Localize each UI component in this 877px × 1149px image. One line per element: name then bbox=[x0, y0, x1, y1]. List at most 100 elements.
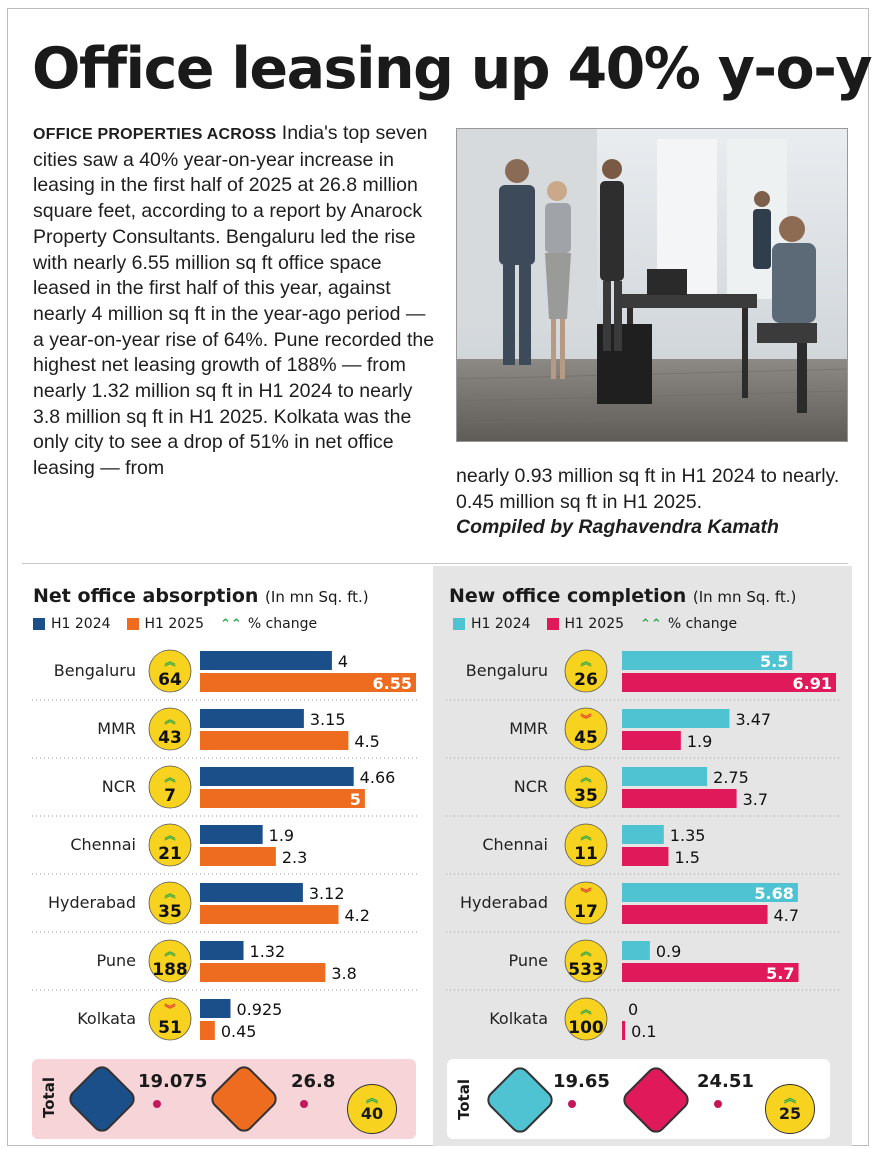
bar-h1-2025 bbox=[200, 905, 339, 924]
category-label: Hyderabad bbox=[460, 893, 548, 912]
absorption-chart: Bengaluru ︽ 64 4 6.55 MMR ︽ 43 3.15 4.5 NCR ︽ 7 4.66 5… bbox=[32, 649, 418, 1041]
double-chevron-up-icon: ︽ bbox=[581, 945, 592, 958]
bar-h1-2025 bbox=[200, 847, 276, 866]
legend-label-h1-2024: H1 2024 bbox=[471, 616, 531, 632]
pct-change-label: 35 bbox=[574, 786, 598, 806]
bar-h1-2024 bbox=[200, 709, 304, 728]
data-label-h1-2025: 1.5 bbox=[674, 848, 699, 867]
bar-h1-2024 bbox=[622, 651, 793, 670]
completion-total-change-badge: ︽ 25 bbox=[765, 1084, 815, 1134]
pct-change-label: 533 bbox=[568, 960, 604, 980]
category-label: Kolkata bbox=[77, 1009, 136, 1028]
absorption-unit: (In mn Sq. ft.) bbox=[265, 588, 369, 606]
pct-change-label: 100 bbox=[568, 1018, 604, 1038]
data-label-h1-2024: 3.47 bbox=[735, 710, 771, 729]
legend-label-change: % change bbox=[247, 616, 318, 632]
data-label-h1-2024: 1.32 bbox=[250, 942, 286, 961]
bar-h1-2025 bbox=[200, 789, 365, 808]
pct-change-label: 188 bbox=[152, 960, 188, 980]
change-badge bbox=[148, 823, 192, 867]
double-chevron-up-icon: ︽ bbox=[581, 1003, 592, 1016]
data-label-h1-2024: 4.66 bbox=[360, 768, 396, 787]
bar-h1-2025 bbox=[200, 673, 416, 692]
bar-h1-2025 bbox=[622, 905, 768, 924]
total-pointer-dot bbox=[568, 1100, 576, 1108]
double-chevron-up-icon: ︽ bbox=[365, 1091, 378, 1105]
data-label-h1-2024: 5.5 bbox=[760, 652, 788, 671]
bar-h1-2025 bbox=[200, 1021, 215, 1040]
pct-change-label: 51 bbox=[158, 1018, 182, 1038]
absorption-legend: H1 2024 H1 2025 ⌃⌃ % change bbox=[33, 616, 327, 632]
category-label: MMR bbox=[97, 719, 136, 738]
data-label-h1-2025: 2.3 bbox=[282, 848, 307, 867]
category-label: Chennai bbox=[70, 835, 136, 854]
bar-h1-2024 bbox=[622, 767, 708, 786]
double-chevron-up-icon: ︽ bbox=[165, 887, 176, 900]
article-text-2: nearly 0.93 million sq ft in H1 2024 to … bbox=[456, 465, 840, 513]
total-pointer-dot bbox=[300, 1100, 308, 1108]
change-badge bbox=[564, 765, 608, 809]
bar-h1-2024 bbox=[200, 883, 303, 902]
bar-h1-2025 bbox=[622, 1021, 626, 1040]
legend-item-change: ⌃⌃ % change bbox=[220, 616, 317, 632]
category-label: Bengaluru bbox=[466, 661, 548, 680]
data-label-h1-2025: 5 bbox=[350, 790, 361, 809]
change-badge bbox=[148, 649, 192, 693]
bar-h1-2024 bbox=[622, 709, 730, 728]
data-label-h1-2025: 3.7 bbox=[743, 790, 768, 809]
category-label: Pune bbox=[97, 951, 137, 970]
category-label: Pune bbox=[509, 951, 549, 970]
change-badge bbox=[148, 765, 192, 809]
bar-h1-2024 bbox=[200, 941, 244, 960]
legend-swatch-h1-2024 bbox=[33, 618, 45, 630]
absorption-total-label: Total bbox=[40, 1077, 58, 1118]
article-lead: OFFICE PROPERTIES ACROSS bbox=[33, 126, 277, 143]
bar-h1-2025 bbox=[622, 789, 737, 808]
completion-total-h1-2024: 19.65 bbox=[553, 1071, 610, 1092]
double-chevron-down-icon: ︾ bbox=[165, 1002, 176, 1016]
absorption-title: Net office absorption (In mn Sq. ft.) bbox=[33, 585, 369, 607]
data-label-h1-2024: 0 bbox=[628, 1000, 638, 1019]
absorption-total-h1-2024: 19.075 bbox=[138, 1071, 208, 1092]
data-label-h1-2024: 2.75 bbox=[713, 768, 749, 787]
bar-h1-2025 bbox=[622, 847, 669, 866]
article-credit: Compiled by Raghavendra Kamath bbox=[456, 516, 779, 539]
legend-item-h1-2025: H1 2025 bbox=[126, 616, 205, 632]
legend-swatch-h1-2024 bbox=[453, 618, 465, 630]
data-label-h1-2025: 1.9 bbox=[687, 732, 712, 751]
legend-swatch-h1-2025 bbox=[546, 618, 559, 630]
category-label: Kolkata bbox=[489, 1009, 548, 1028]
change-badge bbox=[564, 823, 608, 867]
data-label-h1-2024: 1.35 bbox=[670, 826, 706, 845]
change-badge bbox=[148, 881, 192, 925]
change-badge bbox=[148, 939, 192, 983]
legend-swatch-h1-2025 bbox=[126, 618, 139, 630]
data-label-h1-2024: 3.15 bbox=[310, 710, 346, 729]
pct-change-label: 45 bbox=[574, 728, 598, 748]
bar-h1-2024 bbox=[622, 883, 798, 902]
double-chevron-down-icon: ︾ bbox=[581, 712, 592, 726]
change-badge bbox=[564, 707, 608, 751]
legend-item-h1-2024: H1 2024 bbox=[33, 616, 111, 632]
absorption-total-h1-2025: 26.8 bbox=[291, 1071, 336, 1092]
double-chevron-up-icon: ︽ bbox=[165, 829, 176, 842]
section-divider bbox=[22, 563, 848, 564]
data-label-h1-2025: 4.2 bbox=[345, 906, 370, 925]
double-chevron-up-icon: ⌃⌃ bbox=[640, 616, 662, 632]
pct-change-label: 21 bbox=[158, 844, 182, 864]
data-label-h1-2025: 3.8 bbox=[331, 964, 356, 983]
double-chevron-up-icon: ︽ bbox=[581, 829, 592, 842]
data-label-h1-2024: 3.12 bbox=[309, 884, 345, 903]
category-label: Chennai bbox=[482, 835, 548, 854]
completion-unit: (In mn Sq. ft.) bbox=[692, 588, 797, 606]
data-label-h1-2025: 6.55 bbox=[373, 674, 412, 693]
bar-h1-2024 bbox=[200, 651, 332, 670]
data-label-h1-2025: 5.7 bbox=[766, 964, 794, 983]
article-text-1: India's top seven cities saw a 40% year-… bbox=[33, 122, 435, 480]
data-label-h1-2025: 6.91 bbox=[793, 674, 832, 693]
pct-change-label: 64 bbox=[158, 670, 182, 690]
legend-label-h1-2025: H1 2025 bbox=[144, 616, 205, 632]
category-label: Hyderabad bbox=[48, 893, 136, 912]
absorption-total-change: 40 bbox=[360, 1104, 384, 1123]
pct-change-label: 17 bbox=[574, 902, 598, 922]
